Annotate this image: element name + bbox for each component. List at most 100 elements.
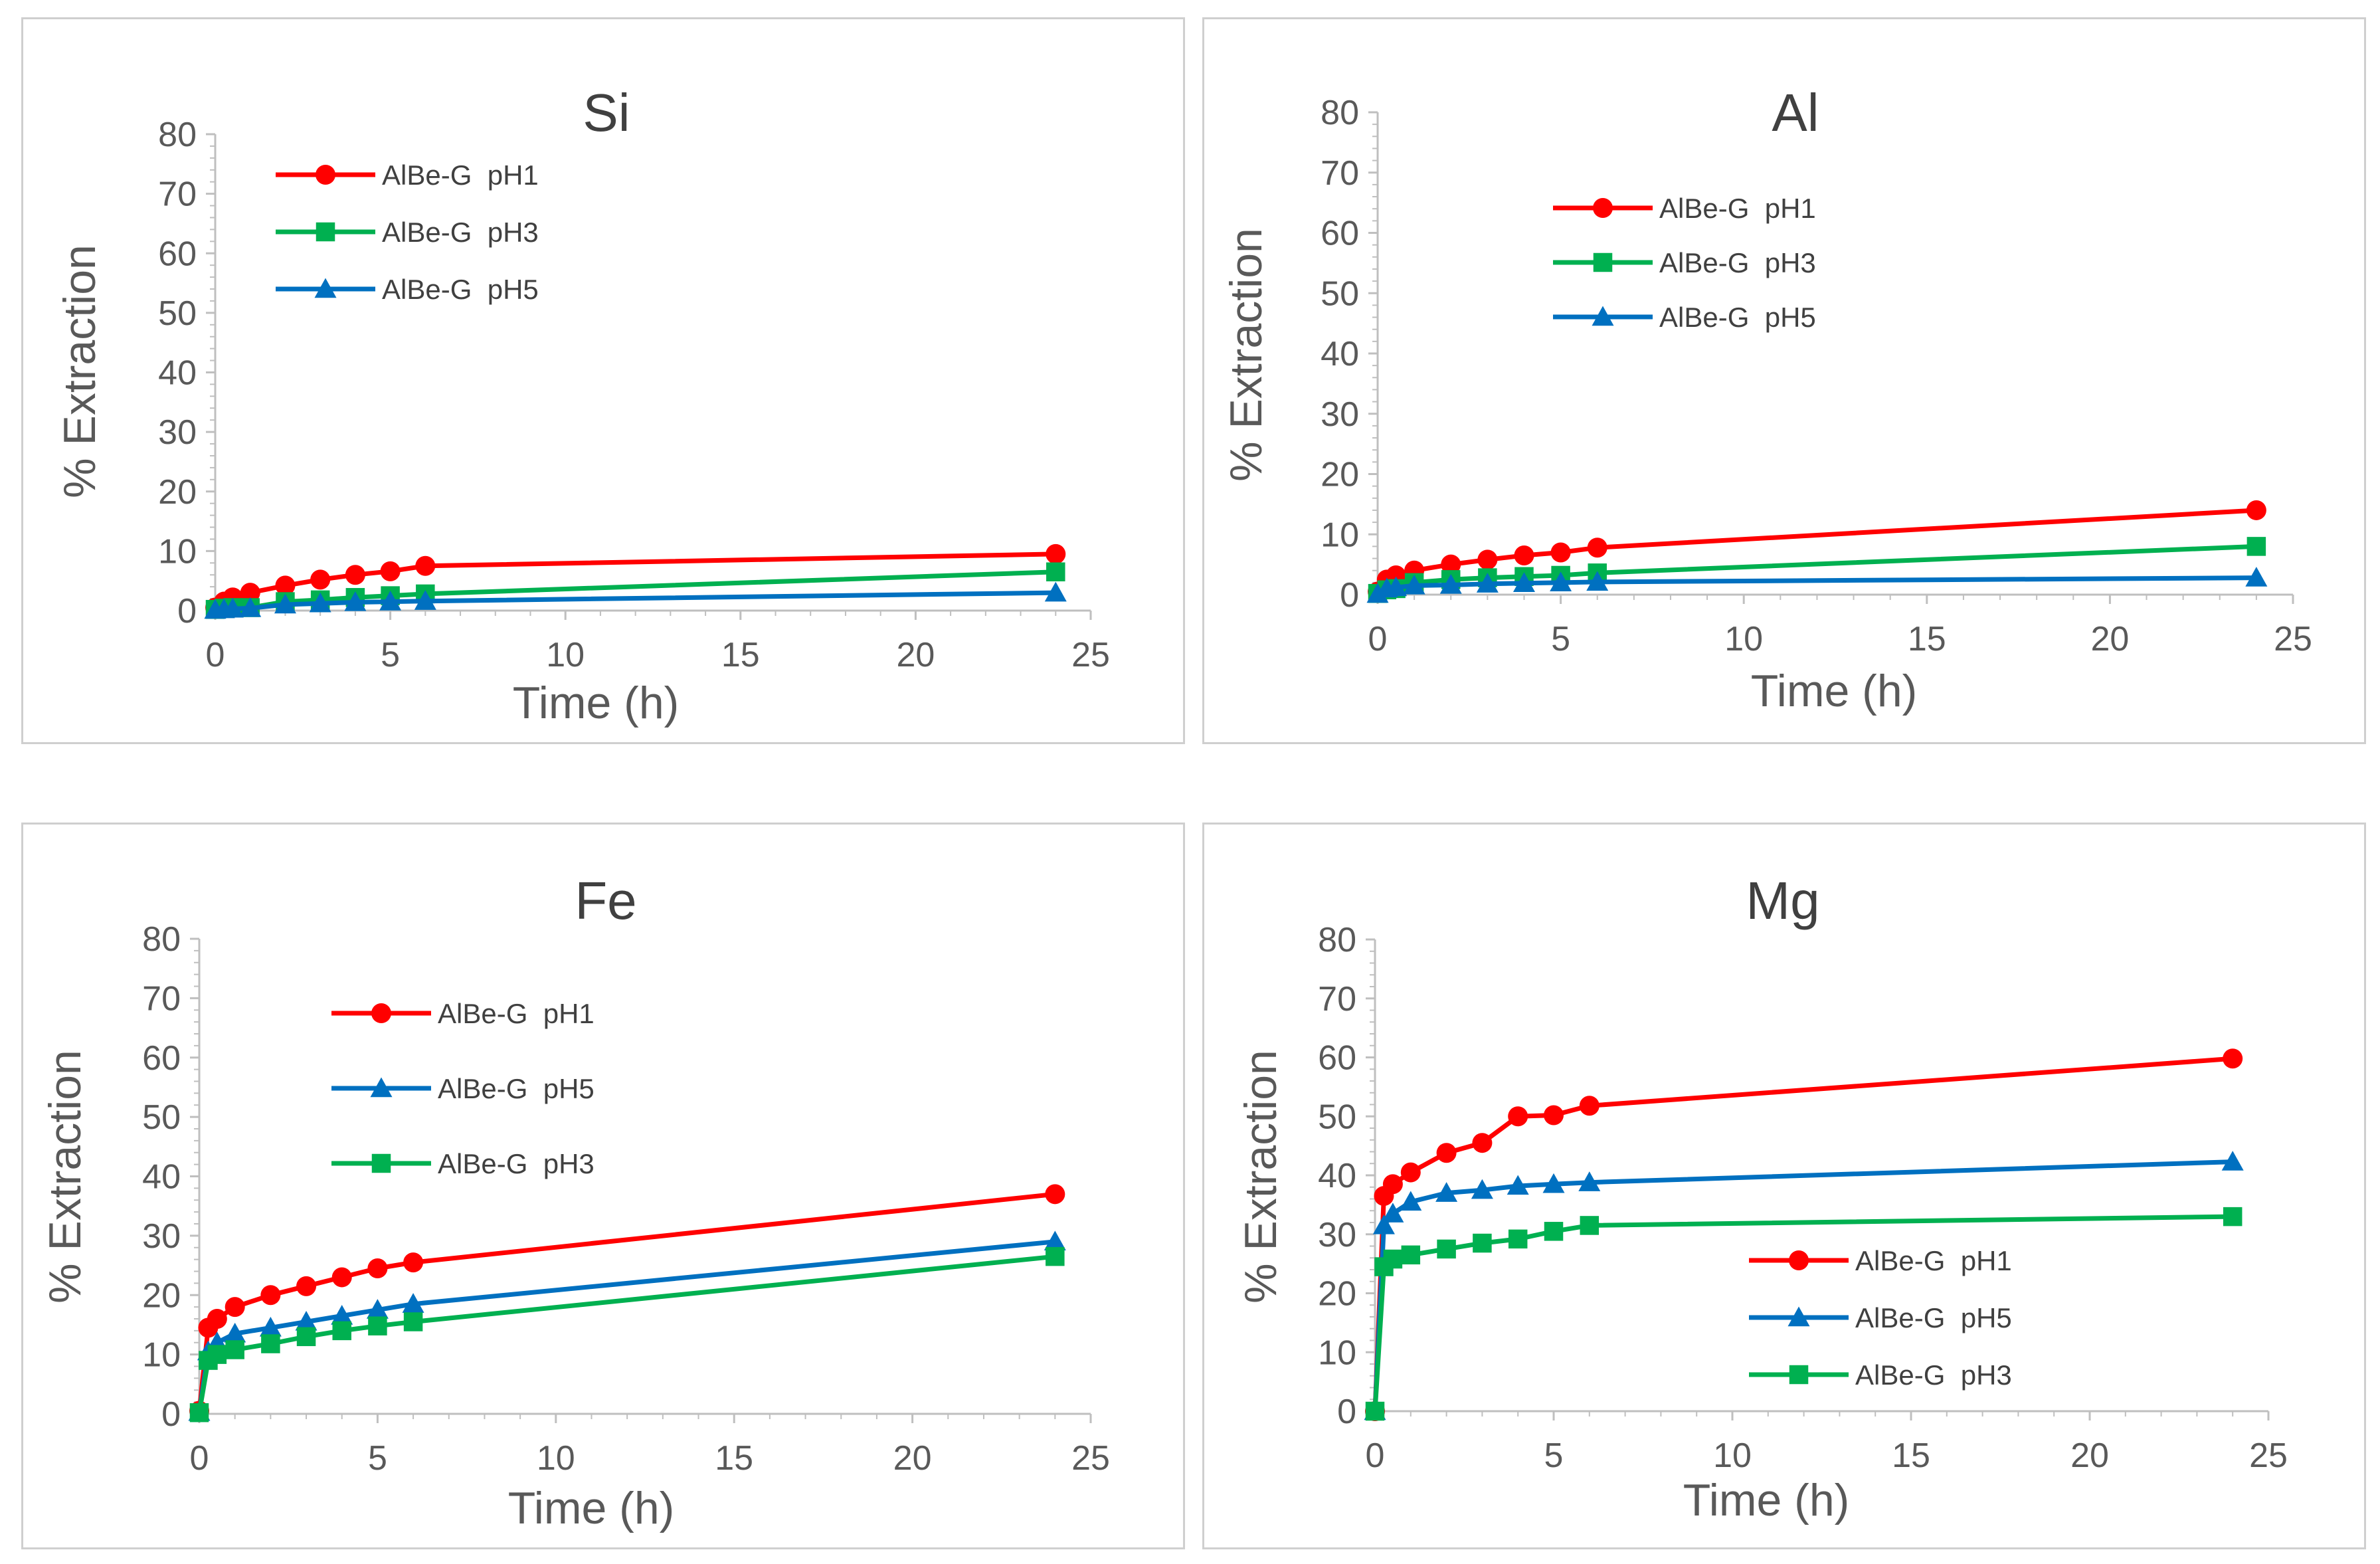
x-axis-label-mg: Time (h) bbox=[1683, 1475, 1850, 1525]
legend-marker-fe-albe-g-ph1 bbox=[371, 1003, 391, 1023]
data-point-si-albe-g-ph5-2 bbox=[221, 597, 244, 618]
y-tick-label-fe-0: 0 bbox=[161, 1395, 181, 1434]
chart-title-al: Al bbox=[1772, 83, 1819, 142]
y-tick-label-si-70: 70 bbox=[158, 175, 197, 214]
data-point-si-albe-g-ph5-9 bbox=[1044, 581, 1067, 602]
x-tick-label-fe-20: 20 bbox=[893, 1439, 932, 1478]
legend-label-mg-albe-g-ph5: AlBe-G pH5 bbox=[1855, 1302, 2012, 1333]
y-axis-label-al: % Extraction bbox=[1221, 228, 1271, 482]
data-point-fe-albe-g-ph5-9 bbox=[1044, 1230, 1066, 1251]
legend-label-si-albe-g-ph1: AlBe-G pH1 bbox=[382, 159, 539, 191]
data-point-mg-albe-g-ph5-4 bbox=[1435, 1182, 1458, 1202]
y-tick-label-al-80: 80 bbox=[1321, 94, 1359, 132]
legend-marker-al-albe-g-ph1 bbox=[1593, 198, 1613, 218]
data-point-al-albe-g-ph5-9 bbox=[2245, 567, 2268, 587]
data-point-si-albe-g-ph1-4 bbox=[275, 575, 296, 596]
legend-label-fe-albe-g-ph3: AlBe-G pH3 bbox=[438, 1148, 595, 1179]
y-tick-label-al-20: 20 bbox=[1321, 456, 1359, 494]
data-point-fe-albe-g-ph3-7 bbox=[368, 1316, 387, 1335]
data-point-fe-albe-g-ph3-5 bbox=[296, 1327, 316, 1347]
legend-marker-mg-albe-g-ph5 bbox=[1787, 1306, 1810, 1327]
legend-marker-mg-albe-g-ph1 bbox=[1789, 1250, 1809, 1270]
legend-marker-al-albe-g-ph5 bbox=[1592, 306, 1614, 326]
data-point-mg-albe-g-ph3-8 bbox=[1580, 1216, 1600, 1235]
x-tick-label-fe-0: 0 bbox=[190, 1439, 209, 1478]
chart-panel-fe: Fe 0 10 20 30 40 50 60 70 80 0 5 10 15 20 25 % Extractio… bbox=[21, 823, 1185, 1549]
chart-fe: Fe 0 10 20 30 40 50 60 70 80 0 5 10 15 20 25 % Extractio… bbox=[40, 871, 1110, 1533]
legend-marker-mg-albe-g-ph3 bbox=[1789, 1365, 1809, 1385]
x-tick-label-al-20: 20 bbox=[2090, 620, 2129, 658]
y-axis-label-si: % Extraction bbox=[54, 244, 105, 498]
data-point-mg-albe-g-ph5-5 bbox=[1471, 1179, 1493, 1199]
y-tick-label-al-40: 40 bbox=[1321, 335, 1359, 373]
data-point-fe-albe-g-ph1-2 bbox=[207, 1309, 227, 1329]
y-tick-label-mg-20: 20 bbox=[1318, 1275, 1356, 1314]
legend-label-fe-albe-g-ph5: AlBe-G pH5 bbox=[438, 1073, 595, 1104]
data-point-al-albe-g-ph5-8 bbox=[1586, 571, 1609, 591]
y-tick-label-al-0: 0 bbox=[1340, 576, 1359, 615]
x-tick-label-al-0: 0 bbox=[1368, 620, 1388, 658]
y-tick-label-si-10: 10 bbox=[158, 532, 197, 571]
data-point-fe-albe-g-ph1-3 bbox=[225, 1297, 245, 1318]
data-point-fe-albe-g-ph5-4 bbox=[259, 1316, 282, 1337]
legend-label-si-albe-g-ph5: AlBe-G pH5 bbox=[382, 274, 539, 305]
data-point-mg-albe-g-ph1-5 bbox=[1472, 1133, 1493, 1153]
data-point-mg-albe-g-ph3-4 bbox=[1437, 1239, 1456, 1259]
data-point-al-albe-g-ph5-4 bbox=[1439, 573, 1462, 594]
data-point-mg-albe-g-ph3-9 bbox=[2223, 1207, 2243, 1226]
data-point-al-albe-g-ph5-2 bbox=[1385, 576, 1408, 597]
y-tick-label-mg-50: 50 bbox=[1318, 1098, 1356, 1136]
data-point-fe-albe-g-ph1-4 bbox=[260, 1285, 281, 1306]
data-point-al-albe-g-ph5-3 bbox=[1403, 574, 1425, 595]
x-tick-label-al-25: 25 bbox=[2274, 620, 2312, 658]
x-axis-label-fe: Time (h) bbox=[508, 1483, 675, 1533]
chart-title-si: Si bbox=[583, 83, 630, 142]
data-point-mg-albe-g-ph1-7 bbox=[1544, 1105, 1564, 1125]
y-tick-label-mg-80: 80 bbox=[1318, 921, 1356, 959]
data-point-mg-albe-g-ph1-4 bbox=[1436, 1143, 1457, 1163]
x-axis-label-al: Time (h) bbox=[1751, 666, 1918, 716]
data-point-si-albe-g-ph5-6 bbox=[344, 591, 367, 611]
y-tick-label-fe-70: 70 bbox=[142, 979, 181, 1018]
y-tick-label-fe-30: 30 bbox=[142, 1217, 181, 1256]
data-point-fe-albe-g-ph1-5 bbox=[296, 1276, 317, 1296]
series-line-fe-albe-g-ph5 bbox=[197, 1239, 1055, 1413]
data-point-mg-albe-g-ph5-8 bbox=[1578, 1171, 1601, 1191]
data-point-fe-albe-g-ph5-3 bbox=[224, 1322, 246, 1343]
x-tick-label-si-5: 5 bbox=[381, 636, 400, 674]
x-axis-label-si: Time (h) bbox=[513, 678, 680, 728]
series-si-albe-g-ph5 bbox=[204, 581, 1067, 619]
data-point-fe-albe-g-ph3-8 bbox=[403, 1312, 423, 1331]
x-tick-label-si-25: 25 bbox=[1071, 636, 1110, 674]
data-point-fe-albe-g-ph5-5 bbox=[295, 1310, 318, 1331]
x-tick-label-al-5: 5 bbox=[1551, 620, 1570, 658]
data-point-al-albe-g-ph5-6 bbox=[1512, 572, 1535, 592]
data-point-al-albe-g-ph3-9 bbox=[2246, 537, 2266, 556]
x-tick-label-fe-10: 10 bbox=[537, 1439, 575, 1478]
y-tick-label-al-50: 50 bbox=[1321, 274, 1359, 313]
data-point-fe-albe-g-ph3-0 bbox=[189, 1403, 209, 1422]
chart-al: Al 0 10 20 30 40 50 60 70 80 0 5 10 15 20 25 % Extractio… bbox=[1221, 83, 2312, 716]
y-tick-label-si-80: 80 bbox=[158, 116, 197, 154]
y-tick-label-mg-0: 0 bbox=[1337, 1393, 1356, 1431]
x-tick-label-al-15: 15 bbox=[1908, 620, 1946, 658]
x-tick-label-al-10: 10 bbox=[1724, 620, 1763, 658]
data-point-mg-albe-g-ph3-3 bbox=[1401, 1245, 1421, 1265]
chart-title-mg: Mg bbox=[1746, 871, 1819, 930]
data-point-mg-albe-g-ph3-6 bbox=[1508, 1229, 1528, 1249]
data-point-al-albe-g-ph5-0 bbox=[1366, 583, 1389, 603]
y-tick-label-al-70: 70 bbox=[1321, 154, 1359, 193]
x-tick-label-mg-25: 25 bbox=[2249, 1436, 2288, 1475]
legend-label-mg-albe-g-ph1: AlBe-G pH1 bbox=[1855, 1245, 2012, 1276]
data-point-mg-albe-g-ph5-9 bbox=[2221, 1151, 2244, 1171]
x-tick-label-mg-15: 15 bbox=[1892, 1436, 1930, 1475]
legend-marker-si-albe-g-ph1 bbox=[316, 165, 335, 185]
data-point-fe-albe-g-ph1-6 bbox=[331, 1267, 352, 1288]
legend-label-al-albe-g-ph5: AlBe-G pH5 bbox=[1659, 302, 1816, 333]
data-point-mg-albe-g-ph3-2 bbox=[1383, 1249, 1403, 1269]
series-fe-albe-g-ph1 bbox=[189, 1184, 1065, 1421]
chart-panel-mg: Mg 0 10 20 30 40 50 60 70 80 0 5 10 15 20 25 % Extractio… bbox=[1202, 823, 2366, 1549]
data-point-fe-albe-g-ph3-6 bbox=[332, 1321, 351, 1341]
x-tick-label-mg-20: 20 bbox=[2070, 1436, 2109, 1475]
data-point-si-albe-g-ph1-3 bbox=[240, 583, 260, 603]
